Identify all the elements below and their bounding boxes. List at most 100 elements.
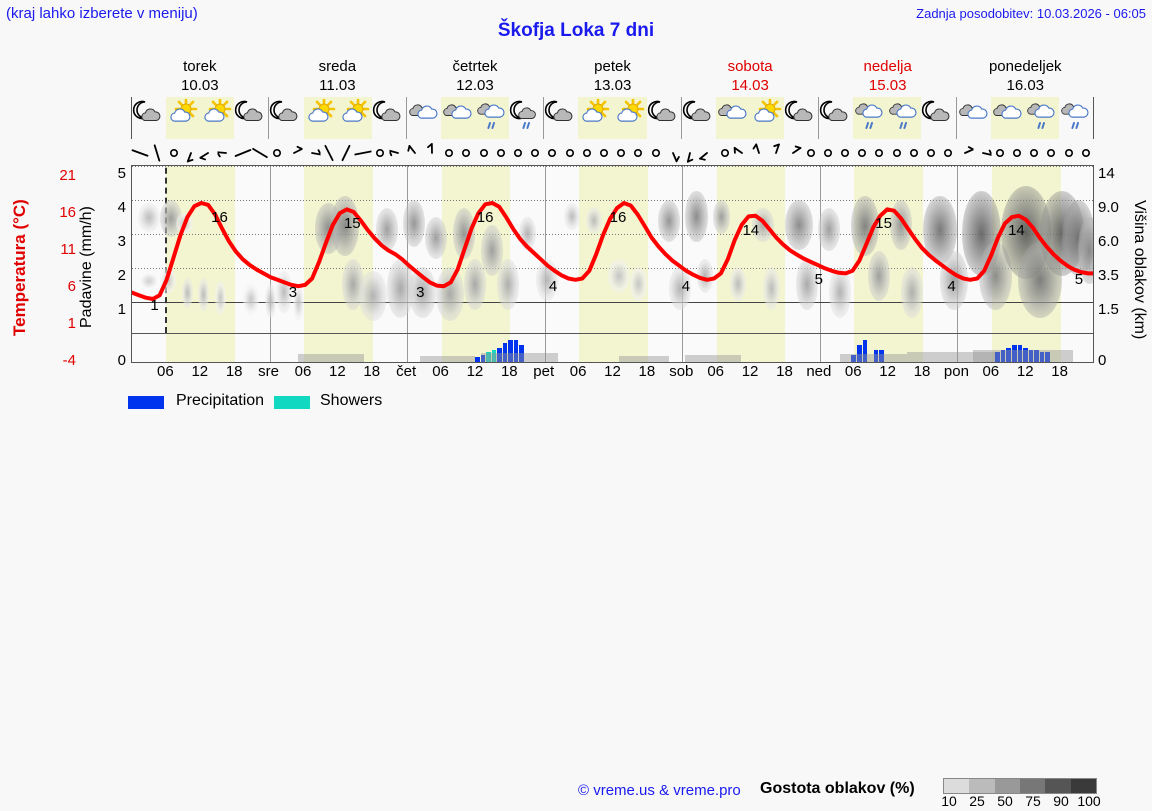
day-date: 15.03 bbox=[819, 76, 957, 95]
day-name: sobota bbox=[681, 57, 819, 76]
x-tick-label: 06 bbox=[157, 363, 174, 380]
temperature-extreme-label: 4 bbox=[682, 278, 690, 295]
day-date: 10.03 bbox=[131, 76, 269, 95]
showers-swatch bbox=[274, 396, 310, 409]
temperature-tick: 1 bbox=[42, 315, 76, 332]
icon-day-petek bbox=[544, 97, 681, 139]
x-tick-label: sre bbox=[258, 363, 279, 380]
temperature-extreme-label: 3 bbox=[416, 284, 424, 301]
weather-icon-sun-cloud bbox=[612, 97, 646, 139]
density-tick-label: 100 bbox=[1077, 793, 1100, 809]
wind-barb bbox=[768, 139, 785, 165]
wind-barb bbox=[458, 139, 475, 165]
weather-icon-moon-cloud bbox=[819, 97, 853, 139]
precip-panel-shading bbox=[420, 356, 475, 362]
density-tick-label: 75 bbox=[1025, 793, 1041, 809]
x-tick-label: 18 bbox=[914, 363, 931, 380]
precipitation-tick: 4 bbox=[104, 199, 126, 216]
temperature-extreme-label: 14 bbox=[1008, 222, 1025, 239]
density-tick-label: 25 bbox=[969, 793, 985, 809]
temperature-tick: 16 bbox=[42, 204, 76, 221]
day-date: 11.03 bbox=[269, 76, 407, 95]
day-name: petek bbox=[544, 57, 682, 76]
density-tick-label: 10 bbox=[941, 793, 957, 809]
wind-barb bbox=[337, 139, 354, 165]
density-tick-label: 90 bbox=[1053, 793, 1069, 809]
precip-panel-shading bbox=[481, 353, 558, 362]
last-update-text: Zadnja posodobitev: 10.03.2026 - 06:05 bbox=[916, 6, 1146, 21]
weather-icon-moon-cloud bbox=[682, 97, 716, 139]
x-tick-label: 12 bbox=[742, 363, 759, 380]
wind-barb bbox=[733, 139, 750, 165]
density-swatch bbox=[1045, 779, 1070, 793]
x-tick-label: 12 bbox=[1017, 363, 1034, 380]
wind-barb bbox=[1026, 139, 1043, 165]
day-name: nedelja bbox=[819, 57, 957, 76]
wind-barb bbox=[647, 139, 664, 165]
wind-barb bbox=[940, 139, 957, 165]
weather-icon-moon-cloud bbox=[544, 97, 578, 139]
wind-barb bbox=[251, 139, 268, 165]
temperature-extreme-label: 1 bbox=[150, 297, 158, 314]
wind-barb bbox=[1060, 139, 1077, 165]
temperature-tick: -4 bbox=[42, 352, 76, 369]
density-swatch bbox=[1071, 779, 1096, 793]
weather-icon-sun-cloud bbox=[578, 97, 612, 139]
wind-barb bbox=[974, 139, 991, 165]
weather-icon-moon-cloud bbox=[921, 97, 955, 139]
x-tick-label: 12 bbox=[191, 363, 208, 380]
cloud-height-tick: 14 bbox=[1098, 165, 1132, 182]
precipitation-bar bbox=[475, 357, 480, 362]
weather-icon-cloud-rain bbox=[1059, 97, 1093, 139]
wind-barb bbox=[320, 139, 337, 165]
precip-panel-shading bbox=[840, 354, 906, 362]
cloud-height-tick: 6.0 bbox=[1098, 233, 1132, 250]
temperature-extreme-label: 14 bbox=[742, 222, 759, 239]
wind-barb bbox=[355, 139, 372, 165]
weather-icon-sun-cloud bbox=[200, 97, 234, 139]
x-tick-label: 12 bbox=[604, 363, 621, 380]
wind-barb bbox=[905, 139, 922, 165]
day-date: 13.03 bbox=[544, 76, 682, 95]
temperature-tick: 11 bbox=[42, 241, 76, 258]
wind-barb bbox=[802, 139, 819, 165]
wind-barb bbox=[819, 139, 836, 165]
x-tick-label: čet bbox=[396, 363, 416, 380]
temperature-axis-title: Temperatura (°C) bbox=[10, 170, 36, 365]
weather-icon-cloud-rain bbox=[887, 97, 921, 139]
day-separator bbox=[820, 334, 821, 362]
x-tick-label: 06 bbox=[295, 363, 312, 380]
wind-barb bbox=[630, 139, 647, 165]
icon-day-četrtek bbox=[407, 97, 544, 139]
wind-barb bbox=[544, 139, 561, 165]
precipitation-tick: 0 bbox=[104, 352, 126, 369]
x-tick-label: 12 bbox=[467, 363, 484, 380]
wind-barb bbox=[372, 139, 389, 165]
weather-icon-cloud bbox=[407, 97, 441, 139]
icon-day-sreda bbox=[269, 97, 406, 139]
x-tick-label: sob bbox=[669, 363, 693, 380]
x-tick-label: pon bbox=[944, 363, 969, 380]
cloud-height-tick: 0 bbox=[1098, 352, 1132, 369]
day-separator bbox=[682, 334, 683, 362]
wind-barb bbox=[423, 139, 440, 165]
weather-icon-cloud bbox=[991, 97, 1025, 139]
day-date: 16.03 bbox=[956, 76, 1094, 95]
wind-barb bbox=[406, 139, 423, 165]
x-tick-label: 12 bbox=[329, 363, 346, 380]
copyright-text[interactable]: © vreme.us & vreme.pro bbox=[578, 782, 741, 799]
chart-legend: Precipitation Showers © vreme.us & vreme… bbox=[0, 388, 1152, 428]
wind-barb bbox=[475, 139, 492, 165]
wind-barb bbox=[200, 139, 217, 165]
weather-icon-sun-cloud bbox=[338, 97, 372, 139]
weather-icon-cloud bbox=[441, 97, 475, 139]
density-swatch bbox=[944, 779, 969, 793]
icon-day-ponedeljek bbox=[957, 97, 1093, 139]
temperature-extreme-label: 5 bbox=[1075, 271, 1083, 288]
temperature-tick: 6 bbox=[42, 278, 76, 295]
cloud-density-colorbar bbox=[943, 778, 1097, 794]
